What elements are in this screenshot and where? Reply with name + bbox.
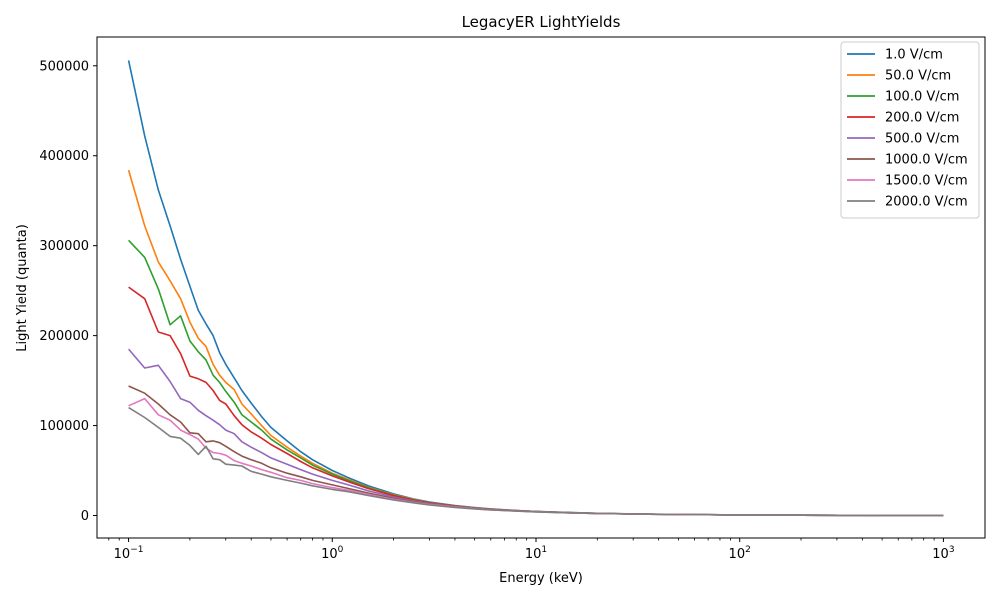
x-tick-label: 101 — [525, 545, 547, 562]
x-tick-label: 10−1 — [114, 545, 144, 562]
legend-entry: 2000.0 V/cm — [885, 195, 968, 210]
plot-frame — [96, 36, 986, 539]
legend-entry: 50.0 V/cm — [885, 69, 951, 84]
legend-box — [840, 41, 980, 219]
series-line-7 — [128, 406, 944, 517]
y-tick-label: 500000 — [39, 59, 89, 74]
y-tick-label: 100000 — [39, 419, 89, 434]
legend-entry: 1000.0 V/cm — [885, 153, 968, 168]
legend-entry: 100.0 V/cm — [885, 90, 959, 105]
legend-entry: 1500.0 V/cm — [885, 174, 968, 189]
y-tick-label: 300000 — [39, 239, 89, 254]
x-axis-label: Energy (keV) — [499, 571, 583, 586]
x-tick-label: 102 — [729, 545, 751, 562]
plot-lines — [127, 60, 944, 517]
legend: 1.0 V/cm 50.0 V/cm 100.0 V/cm 200.0 V/cm 500… — [840, 41, 980, 219]
y-tick-label: 0 — [81, 509, 89, 524]
legend-entry: 500.0 V/cm — [885, 132, 959, 147]
y-tick-label: 200000 — [39, 329, 89, 344]
x-tick-label: 100 — [321, 545, 344, 562]
chart-title: LegacyER LightYields — [462, 13, 621, 31]
y-axis-ticks: 0 100000 200000 300000 400000 500000 — [39, 59, 97, 524]
x-tick-label: 103 — [932, 545, 954, 562]
x-axis-ticks: 10−1 100 101 102 103 — [108, 538, 955, 562]
legend-entry: 200.0 V/cm — [885, 111, 959, 126]
y-tick-label: 400000 — [39, 149, 89, 164]
y-axis-label: Light Yield (quanta) — [15, 224, 30, 352]
legend-entry: 1.0 V/cm — [885, 48, 943, 63]
